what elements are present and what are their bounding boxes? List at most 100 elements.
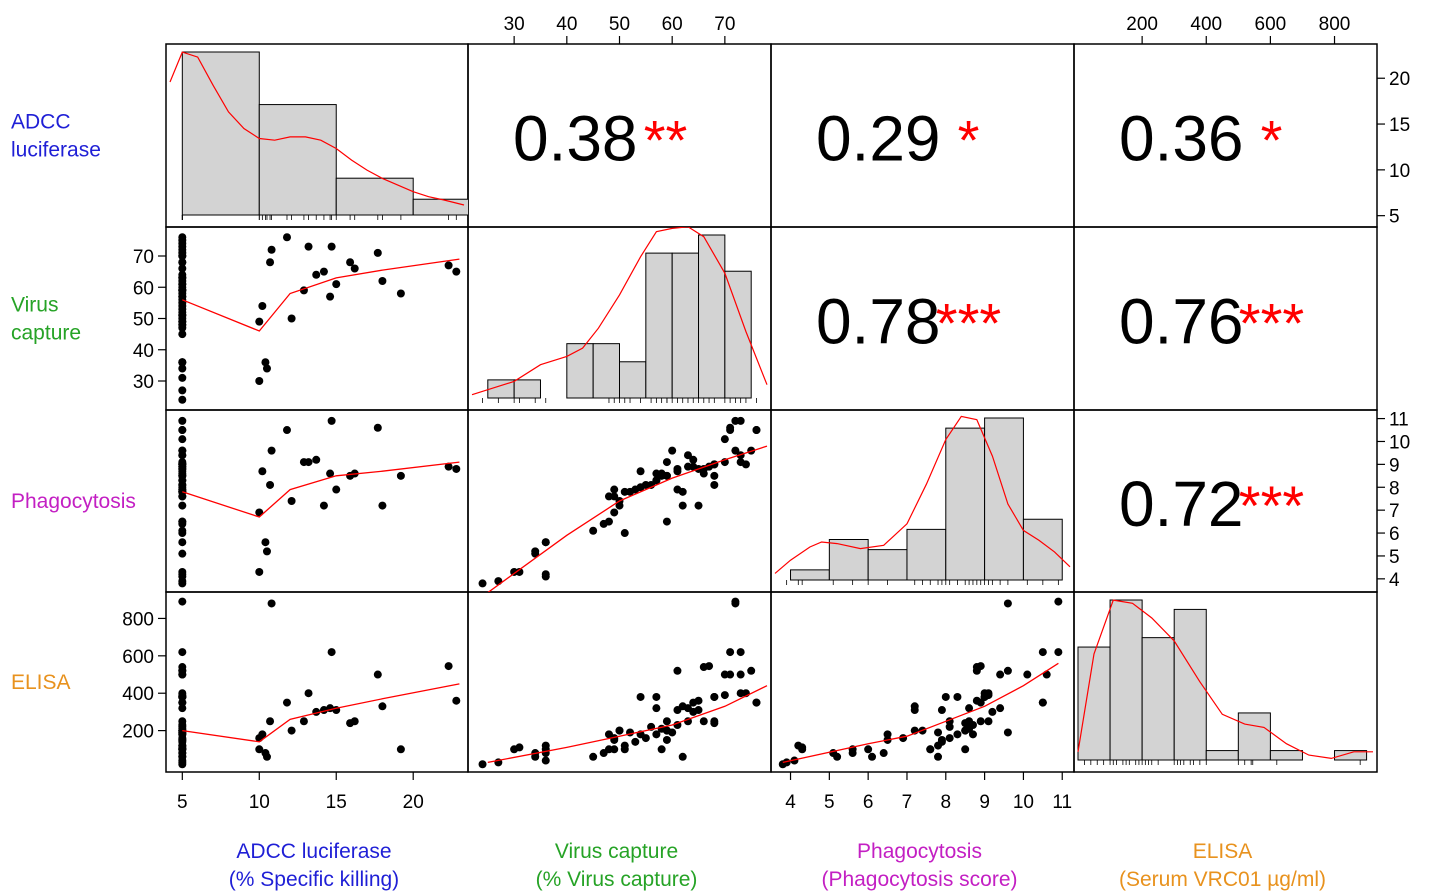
correlation-value: 0.38	[513, 103, 638, 175]
y-tick-label: 4	[1389, 570, 1400, 591]
scatter-point	[178, 258, 187, 267]
scatter-point	[1054, 648, 1063, 657]
diagonal-panel-adcc	[169, 51, 468, 220]
scatter-point	[668, 446, 677, 455]
histogram-bar	[335, 177, 414, 216]
diagonal-panel-virus	[471, 227, 768, 403]
scatter-point	[267, 446, 276, 455]
scatter-point	[350, 717, 359, 726]
scatter-point	[178, 752, 187, 761]
row-label-virus: capture	[11, 322, 81, 345]
y-tick-label: 7	[1389, 501, 1400, 522]
x-tick-label: 9	[979, 792, 990, 813]
scatter-point	[178, 395, 187, 404]
scatter-point	[178, 529, 187, 538]
scatter-point	[326, 469, 335, 478]
scatter-point	[689, 462, 698, 471]
panel-frame	[1073, 591, 1378, 773]
x-tick-label: 7	[902, 792, 913, 813]
y-tick-label: 10	[1389, 432, 1410, 453]
x-tick-label: 10	[1013, 792, 1034, 813]
y-tick-label: 50	[133, 310, 154, 331]
histogram-bar	[867, 549, 908, 581]
scatter-point	[266, 717, 275, 726]
x-tick-label: 600	[1255, 14, 1287, 35]
scatter-point	[541, 538, 550, 547]
scatter-point	[304, 242, 313, 251]
scatter-point	[972, 663, 981, 672]
scatter-point	[396, 745, 405, 754]
scatter-point	[178, 435, 187, 444]
scatter-point	[604, 492, 613, 501]
scatter-point	[879, 749, 888, 758]
row-label-adcc: luciferase	[11, 139, 101, 162]
scatter-point	[996, 670, 1005, 679]
scatter-point	[255, 317, 264, 326]
scatter-point	[710, 692, 719, 701]
y-tick-label: 5	[1389, 207, 1400, 228]
scatter-point	[261, 358, 270, 367]
scatter-point	[299, 717, 308, 726]
row-label-virus: Virus	[11, 294, 58, 317]
scatter-point	[615, 501, 624, 510]
scatter-point	[864, 745, 873, 754]
smooth-line	[182, 461, 460, 518]
scatter-point	[620, 745, 629, 754]
x-tick-label: 5	[177, 792, 188, 813]
axis-title-phago: (Phagocytosis score)	[821, 868, 1017, 891]
correlation-value: 0.76	[1119, 286, 1244, 358]
scatter-point	[683, 451, 692, 460]
smooth-line	[182, 258, 460, 332]
histogram-bar	[984, 417, 1024, 581]
histogram-bar	[258, 104, 337, 216]
scatter-point	[678, 752, 687, 761]
scatter-point	[178, 689, 187, 698]
axis-title-phago: Phagocytosis	[857, 840, 982, 863]
scatter-point	[373, 423, 382, 432]
scatter-point	[531, 549, 540, 558]
scatter-point	[258, 302, 267, 310]
histogram-bar	[181, 51, 260, 216]
panel-frame	[165, 226, 469, 411]
scatter-point	[726, 426, 735, 435]
scatter-point	[720, 670, 729, 679]
scatter-point	[720, 691, 729, 700]
histogram-bar	[1141, 637, 1175, 761]
smooth-line	[487, 685, 768, 764]
axis-title-virus: Virus capture	[555, 840, 678, 863]
scatter-point	[710, 471, 719, 480]
scatter-point	[452, 267, 461, 276]
smooth-line	[487, 445, 768, 592]
histogram-bar	[1205, 750, 1239, 761]
scatter-point	[178, 264, 187, 273]
scatter-point	[178, 663, 187, 672]
scatter-point	[178, 538, 187, 547]
x-tick-label: 20	[403, 792, 424, 813]
scatter-point	[961, 745, 970, 754]
x-tick-label: 50	[609, 14, 630, 35]
scatter-point	[1038, 698, 1047, 707]
scatter-point	[178, 501, 187, 510]
axis-title-adcc: (% Specific killing)	[229, 868, 399, 891]
histogram-bar	[1022, 518, 1063, 581]
scatter-point	[1038, 648, 1047, 657]
scatter-point	[636, 692, 645, 701]
correlation-value: 0.78	[816, 286, 941, 358]
scatter-point	[689, 455, 698, 464]
scatter-point	[287, 314, 296, 323]
scatter-point	[945, 722, 954, 731]
smooth-line	[182, 683, 460, 743]
scatter-point	[350, 264, 359, 273]
scatter-point	[945, 734, 954, 743]
density-curve	[774, 415, 1071, 574]
correlation-value: 0.36	[1119, 103, 1244, 175]
scatter-point	[662, 735, 671, 744]
scatter-point	[304, 458, 313, 467]
scatter-point	[312, 270, 321, 279]
scatter-point	[694, 501, 703, 510]
scatter-point	[1023, 670, 1032, 679]
y-tick-label: 200	[122, 722, 154, 743]
smooth-line	[782, 662, 1059, 764]
scatter-point	[515, 567, 524, 576]
row-label-phago: Phagocytosis	[11, 490, 136, 513]
